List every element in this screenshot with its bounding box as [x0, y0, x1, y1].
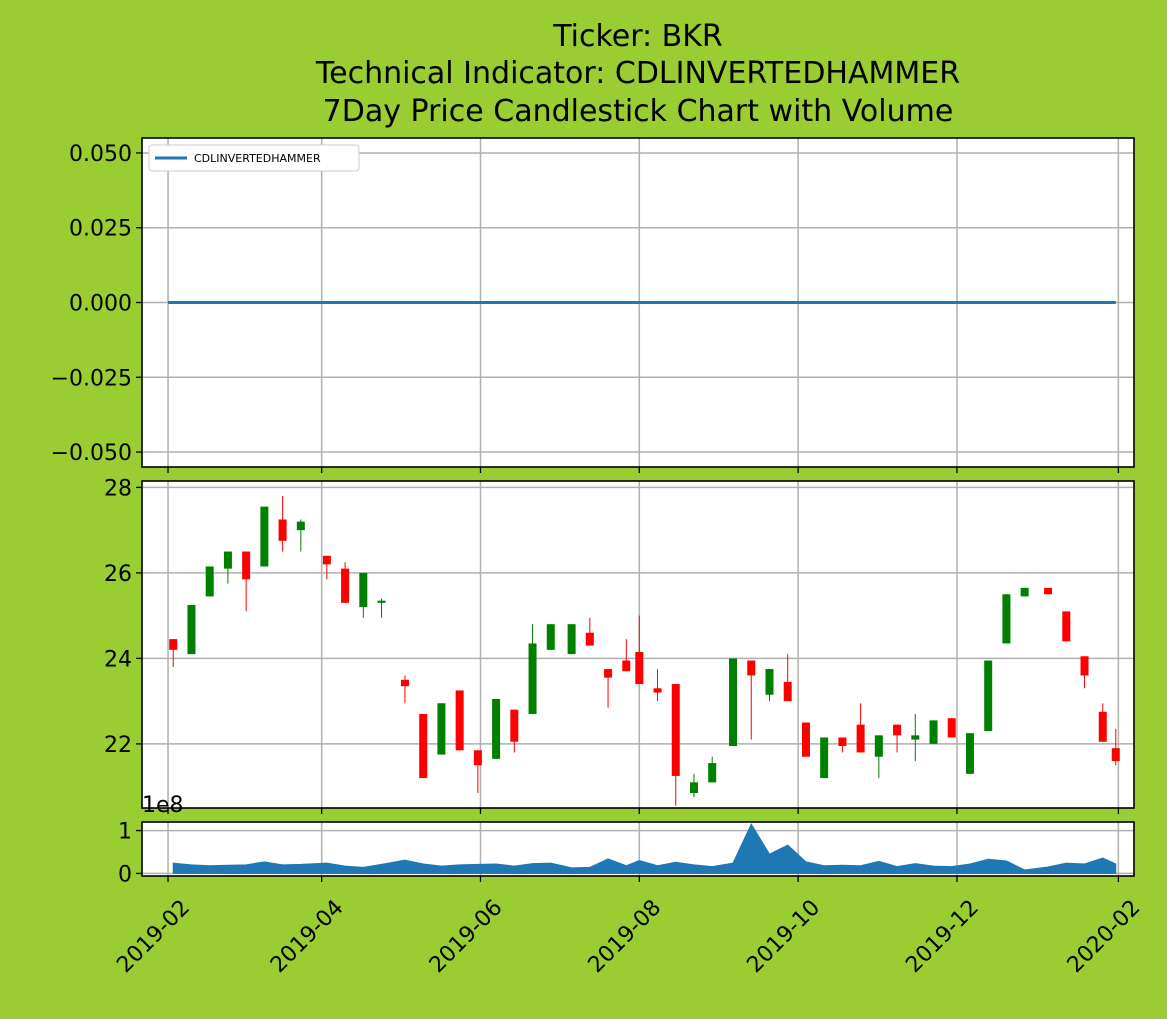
candle-body-38 [874, 735, 883, 757]
candle-body-36 [838, 737, 847, 747]
candle-body-31 [747, 660, 756, 676]
candle-body-45 [1002, 594, 1011, 644]
candle-body-50 [1098, 711, 1107, 742]
legend-label: CDLINVERTEDHAMMER [194, 152, 321, 165]
candle-body-30 [729, 658, 738, 747]
title-line-2: Technical Indicator: CDLINVERTEDHAMMER [315, 56, 960, 91]
candle-body-0 [169, 639, 178, 650]
price-panel-frame [141, 480, 1135, 809]
candle-body-20 [546, 624, 555, 650]
candle-body-35 [820, 737, 829, 779]
candle-body-5 [260, 506, 269, 567]
candle-body-1 [187, 604, 196, 655]
indicator-ytick-label-1: 0.025 [69, 217, 132, 242]
candle-body-23 [604, 669, 613, 678]
candle-body-29 [708, 763, 717, 783]
candle-body-6 [278, 519, 287, 541]
price-panel-face [142, 481, 1134, 808]
candle-body-42 [947, 718, 956, 738]
indicator-ytick-label-4: −0.050 [51, 441, 132, 466]
candle-body-18 [510, 709, 519, 742]
candle-body-24 [622, 660, 631, 672]
candle-body-9 [341, 568, 350, 603]
volume-ytick-label-1: 0 [118, 862, 132, 887]
candle-body-46 [1020, 587, 1029, 597]
candle-body-40 [911, 735, 920, 740]
candle-body-44 [984, 660, 993, 732]
candle-body-4 [242, 551, 251, 580]
candle-body-15 [455, 690, 464, 751]
title-line-3: 7Day Price Candlestick Chart with Volume [323, 94, 954, 129]
indicator-panel: 0.050 0.025 0.000 −0.025 −0.050 CDLINVERTEDHA… [51, 137, 1135, 473]
candle-body-17 [492, 699, 501, 759]
candle-body-28 [689, 782, 698, 794]
candle-body-34 [801, 722, 810, 757]
indicator-ytick-label-3: −0.025 [51, 366, 132, 391]
candle-body-39 [893, 724, 902, 736]
candle-body-21 [567, 624, 576, 655]
legend-box [148, 144, 360, 172]
candle-body-19 [528, 643, 537, 714]
candle-body-12 [400, 679, 409, 687]
candle-body-16 [473, 750, 482, 766]
candle-body-27 [671, 684, 680, 776]
candle-body-11 [377, 600, 386, 603]
candle-body-51 [1111, 748, 1120, 761]
candle-body-41 [929, 720, 938, 744]
candle-body-49 [1080, 656, 1089, 676]
volume-panel-frame [141, 821, 1135, 877]
candle-body-32 [765, 669, 774, 695]
candle-body-10 [359, 572, 368, 608]
candle-body-26 [653, 688, 662, 693]
candle-body-48 [1062, 611, 1071, 642]
volume-scale-label: 1e8 [142, 793, 184, 818]
volume-ytick-label-0: 1 [118, 820, 132, 845]
candle-body-37 [856, 724, 865, 753]
price-ytick-label-2: 24 [104, 647, 132, 672]
candle-body-2 [205, 566, 214, 597]
candle-body-33 [783, 681, 792, 702]
candle-body-8 [322, 555, 331, 565]
candle-body-22 [585, 632, 594, 646]
price-ytick-label-0: 28 [104, 476, 132, 501]
candle-body-3 [223, 551, 232, 569]
chart-title: Ticker: BKR Technical Indicator: CDLINVE… [315, 19, 960, 129]
price-panel: 28 26 24 22 [104, 476, 1135, 814]
indicator-legend: CDLINVERTEDHAMMER [148, 144, 360, 172]
price-ytick-label-3: 22 [104, 733, 132, 758]
candle-body-13 [419, 713, 428, 779]
candle-body-25 [635, 651, 644, 685]
indicator-panel-frame [141, 137, 1135, 468]
candle-body-43 [965, 733, 974, 774]
candle-body-7 [296, 521, 305, 531]
candle-body-47 [1044, 587, 1053, 595]
volume-panel: 1 0 1e8 [118, 793, 1135, 887]
candle-body-14 [437, 703, 446, 755]
title-line-1: Ticker: BKR [552, 19, 723, 54]
indicator-ytick-label-2: 0.000 [69, 292, 132, 317]
indicator-ytick-label-0: 0.050 [69, 142, 132, 167]
price-ytick-label-1: 26 [104, 562, 132, 587]
